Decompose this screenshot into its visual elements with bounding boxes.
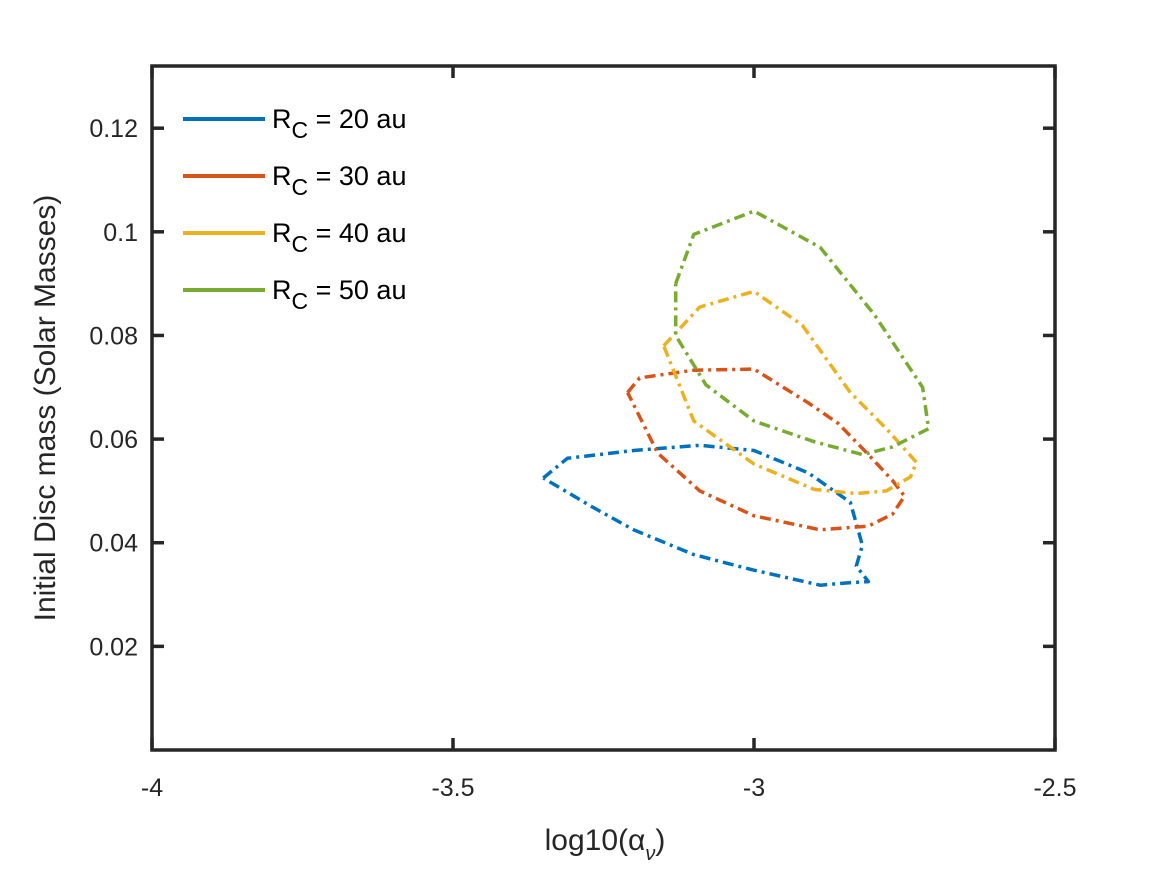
y-tick-label: 0.12 [89, 115, 138, 143]
legend-label-4: RC = 50 au [272, 275, 406, 314]
legend-label-1: RC = 20 au [272, 104, 406, 143]
x-tick-label: -3 [743, 774, 765, 802]
x-tick-label: -3.5 [431, 774, 474, 802]
y-axis-label: Initial Disc mass (Solar Masses) [29, 195, 62, 622]
y-tick-label: 0.04 [89, 530, 138, 558]
legend-label-3: RC = 40 au [272, 218, 406, 257]
y-tick-label: 0.1 [103, 219, 138, 247]
series-layer [542, 209, 931, 587]
tick-layer: -4 -3.5 -3 -2.5 0.02 0.04 0.06 0.08 0.1 0.12 [89, 66, 1077, 802]
legend: RC = 20 au RC = 30 au RC = 40 au RC = 50 au [183, 104, 406, 314]
x-tick-label: -4 [141, 774, 163, 802]
y-tick-label: 0.02 [89, 633, 138, 661]
y-tick-label: 0.06 [89, 426, 138, 454]
x-axis-label: log10(αν) [545, 824, 666, 865]
series-line-4 [673, 209, 931, 457]
plot-frame [150, 64, 1057, 752]
y-tick-label: 0.08 [89, 322, 138, 350]
legend-label-2: RC = 30 au [272, 161, 406, 200]
series-line-1 [542, 443, 871, 587]
x-tick-label: -2.5 [1033, 774, 1076, 802]
series-line-2 [626, 367, 907, 532]
